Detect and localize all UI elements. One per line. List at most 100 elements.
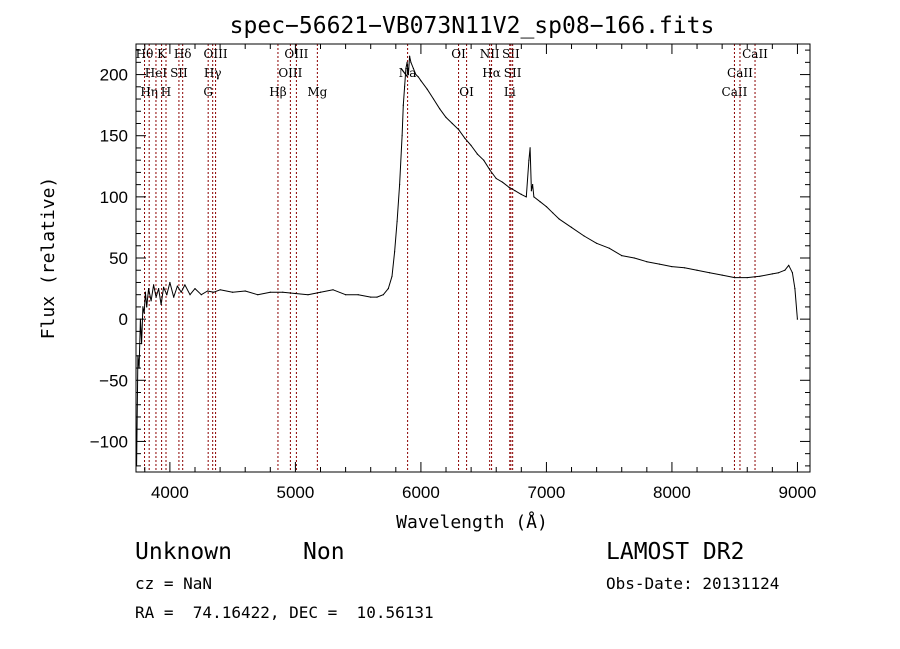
axis-ticks: 4000 5000 6000 7000 8000 9000 −100 −50 0 50 100 150… <box>90 44 817 502</box>
spectrum-point <box>391 275 393 277</box>
spectrum-line <box>136 55 798 466</box>
spectrum-point <box>410 61 412 63</box>
spectrum-point <box>514 190 516 192</box>
spectrum-point <box>148 288 150 290</box>
spectrum-point <box>525 196 527 198</box>
y-tick-label: 150 <box>100 127 128 146</box>
spectrum-point <box>464 137 466 139</box>
spectrum-point <box>232 291 234 293</box>
spectrum-point <box>184 284 186 286</box>
spectrum-point <box>169 281 171 284</box>
obs-date-text: Obs-Date: 20131124 <box>606 574 780 593</box>
spectrum-point <box>146 306 148 308</box>
spectral-line-label: Mg <box>307 85 327 99</box>
spectrum-point <box>508 186 510 188</box>
spectrum-point <box>407 74 409 76</box>
spectral-line-label: Hη <box>140 85 158 99</box>
x-tick-label: 9000 <box>779 483 817 502</box>
spectrum-point <box>483 159 485 161</box>
plot-frame <box>135 43 811 473</box>
spectrum-point <box>778 272 780 274</box>
spectrum-point <box>142 306 144 308</box>
spectrum-point <box>545 206 548 208</box>
y-tick-label: 100 <box>100 188 128 207</box>
spectrum-point <box>282 291 284 293</box>
spectrum-point <box>141 343 143 345</box>
spectrum-point <box>200 294 202 296</box>
survey-name: LAMOST DR2 <box>606 539 745 565</box>
spectrum-point <box>332 289 334 291</box>
y-tick-label: −50 <box>99 371 128 390</box>
spectrum-point <box>189 294 191 296</box>
spectrum-point <box>489 169 491 171</box>
spectral-line-label: Li <box>504 85 516 99</box>
spectrum-point <box>530 190 533 192</box>
spectrum-point <box>194 288 196 290</box>
spectrum-point <box>791 272 794 274</box>
spectrum-point <box>402 104 404 106</box>
spectrum-point <box>406 61 408 63</box>
spectrum-point <box>153 284 155 286</box>
spectral-line-label: CaII <box>742 47 768 61</box>
spectrum-point <box>160 303 162 306</box>
y-tick-label: 200 <box>100 66 128 85</box>
spectrum-point <box>788 264 790 266</box>
spectrum-point <box>734 277 736 279</box>
spectrum-point <box>370 296 372 298</box>
y-tick-label: 0 <box>119 310 128 329</box>
spectrum-point <box>412 67 414 70</box>
spectrum-point <box>528 159 530 161</box>
spectrum-point <box>319 291 322 293</box>
x-tick-label: 8000 <box>653 483 691 502</box>
spectrum-point <box>570 226 573 228</box>
spectrum-point <box>173 296 175 298</box>
spectrum-point <box>558 218 560 220</box>
spectral-line-label: Hα <box>482 66 501 80</box>
x-tick-label: 5000 <box>276 483 314 502</box>
spectral-line-label: H <box>161 85 171 99</box>
spectrum-point <box>458 129 460 131</box>
spectrum-point <box>552 212 554 214</box>
spectrum-point <box>294 292 296 295</box>
spectrum-point <box>683 267 686 269</box>
spectrum-point <box>387 288 389 290</box>
coordinates-text: RA = 74.16422, DEC = 10.56131 <box>135 603 434 622</box>
spectrum-point <box>596 242 598 244</box>
spectrum-point <box>696 269 698 271</box>
spectrum-point <box>357 294 359 296</box>
object-class: Unknown <box>135 539 232 565</box>
spectrum-point <box>401 135 403 137</box>
spectrum-point <box>155 296 157 298</box>
spectral-line-label: NII <box>480 47 500 61</box>
spectrum-point <box>345 294 347 296</box>
redshift-text: cz = NaN <box>135 574 213 593</box>
spectrum-point <box>415 74 417 76</box>
spectrum-point <box>394 251 396 253</box>
spectrum-point <box>244 290 246 292</box>
spectrum-point <box>746 277 748 279</box>
spectral-line-label: SII <box>170 66 188 80</box>
x-tick-label: 6000 <box>402 483 440 502</box>
spectral-line-label: Na <box>399 66 417 80</box>
spectrum-point <box>382 294 384 296</box>
spectrum-point <box>307 294 309 296</box>
x-axis-label: Wavelength (Å) <box>396 511 548 533</box>
spectrum-point <box>445 116 447 118</box>
spectrum-point <box>399 184 401 186</box>
spectrum-point <box>396 220 398 222</box>
spectrum-point <box>529 147 531 149</box>
spectrum-point <box>213 291 215 293</box>
spectrum-point <box>269 291 271 293</box>
chart-title: spec−56621−VB073N11V2_sp08−166.fits <box>230 13 715 39</box>
spectral-line-label: SII <box>502 47 520 61</box>
spectrum-point <box>158 288 160 290</box>
spectral-line-label: Hδ <box>174 47 192 61</box>
spectrum-point <box>470 144 472 147</box>
spectrum-point <box>439 108 441 110</box>
spectrum-point <box>539 201 541 203</box>
spectrum-point <box>409 55 411 57</box>
x-tick-label: 7000 <box>528 483 566 502</box>
y-tick-label: −100 <box>90 432 128 451</box>
spectrum-point <box>432 98 435 100</box>
